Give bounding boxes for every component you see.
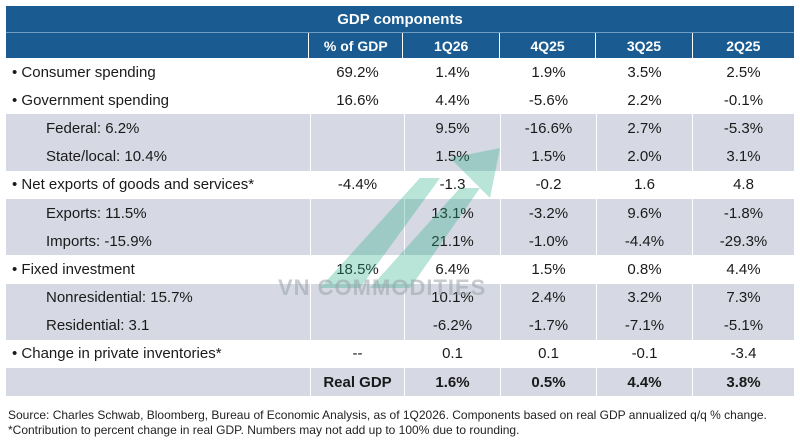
row-label: Residential: 3.1 bbox=[46, 317, 150, 335]
cell-4q25: 1.5% bbox=[500, 255, 596, 284]
gdp-components-table: GDP components % of GDP 1Q26 4Q25 3Q25 2… bbox=[6, 6, 794, 397]
cell-2q25: -3.4 bbox=[692, 339, 794, 369]
cell-1q26: 1.5% bbox=[404, 142, 500, 171]
total-4q25: 0.5% bbox=[500, 368, 596, 397]
row-label: Nonresidential: 15.7% bbox=[46, 289, 193, 307]
cell-share: 18.5% bbox=[310, 255, 404, 284]
cell-3q25: 2.0% bbox=[596, 142, 692, 171]
cell-3q25: 2.7% bbox=[596, 114, 692, 143]
total-empty-cell bbox=[6, 368, 310, 396]
header-share: % of GDP bbox=[308, 33, 402, 58]
total-row: Real GDP 1.6% 0.5% 4.4% 3.8% bbox=[6, 368, 794, 397]
cell-2q25: -1.8% bbox=[692, 198, 794, 228]
cell-2q25: -5.1% bbox=[692, 311, 794, 340]
cell-4q25: 1.9% bbox=[500, 58, 596, 87]
table-row: Exports: 11.5% 13.1% -3.2% 9.6% -1.8% bbox=[6, 198, 794, 228]
cell-2q25: 2.5% bbox=[692, 58, 794, 87]
cell-share bbox=[310, 114, 404, 143]
source-footnote: Source: Charles Schwab, Bloomberg, Burea… bbox=[8, 408, 767, 437]
table-row: • Net exports of goods and services* -4.… bbox=[6, 170, 794, 199]
cell-3q25: -0.1 bbox=[596, 339, 692, 369]
cell-share bbox=[310, 227, 404, 256]
header-label bbox=[6, 33, 308, 58]
cell-share bbox=[310, 198, 404, 228]
table-row: • Change in private inventories* -- 0.1 … bbox=[6, 339, 794, 369]
total-label: Real GDP bbox=[310, 368, 404, 397]
cell-share bbox=[310, 283, 404, 312]
header-2q25: 2Q25 bbox=[691, 33, 794, 58]
row-label: Federal: 6.2% bbox=[46, 119, 140, 137]
cell-4q25: -3.2% bbox=[500, 198, 596, 228]
total-3q25: 4.4% bbox=[596, 368, 692, 397]
cell-4q25: 1.5% bbox=[500, 142, 596, 171]
cell-3q25: 9.6% bbox=[596, 198, 692, 228]
row-label: • Change in private inventories* bbox=[12, 345, 222, 363]
cell-1q26: 6.4% bbox=[404, 255, 500, 284]
table-row: • Fixed investment 18.5% 6.4% 1.5% 0.8% … bbox=[6, 255, 794, 284]
table-row: Residential: 3.1 -6.2% -1.7% -7.1% -5.1% bbox=[6, 311, 794, 340]
table-row: • Consumer spending 69.2% 1.4% 1.9% 3.5%… bbox=[6, 58, 794, 87]
table-row: State/local: 10.4% 1.5% 1.5% 2.0% 3.1% bbox=[6, 142, 794, 171]
cell-share bbox=[310, 311, 404, 340]
cell-4q25: -5.6% bbox=[500, 86, 596, 115]
cell-4q25: -16.6% bbox=[500, 114, 596, 143]
cell-share: -- bbox=[310, 339, 404, 369]
table-title: GDP components bbox=[6, 6, 794, 32]
cell-2q25: 4.4% bbox=[692, 255, 794, 284]
cell-3q25: 3.5% bbox=[596, 58, 692, 87]
total-2q25: 3.8% bbox=[692, 368, 794, 397]
header-4q25: 4Q25 bbox=[498, 33, 595, 58]
row-label: • Consumer spending bbox=[12, 63, 156, 81]
cell-1q26: 4.4% bbox=[404, 86, 500, 115]
table-row: Nonresidential: 15.7% 10.1% 2.4% 3.2% 7.… bbox=[6, 283, 794, 312]
cell-2q25: 3.1% bbox=[692, 142, 794, 171]
row-label: Exports: 11.5% bbox=[46, 204, 147, 222]
row-label: Imports: -15.9% bbox=[46, 232, 152, 250]
cell-1q26: -6.2% bbox=[404, 311, 500, 340]
cell-4q25: -1.7% bbox=[500, 311, 596, 340]
cell-1q26: 13.1% bbox=[404, 198, 500, 228]
cell-1q26: 10.1% bbox=[404, 283, 500, 312]
table-row: Federal: 6.2% 9.5% -16.6% 2.7% -5.3% bbox=[6, 114, 794, 143]
cell-1q26: 1.4% bbox=[404, 58, 500, 87]
cell-2q25: 4.8 bbox=[692, 170, 794, 199]
cell-1q26: 9.5% bbox=[404, 114, 500, 143]
cell-1q26: -1.3 bbox=[404, 170, 500, 199]
cell-3q25: -4.4% bbox=[596, 227, 692, 256]
cell-share bbox=[310, 142, 404, 171]
cell-3q25: -7.1% bbox=[596, 311, 692, 340]
total-1q26: 1.6% bbox=[404, 368, 500, 397]
row-label: • Government spending bbox=[12, 91, 170, 109]
table-header: % of GDP 1Q26 4Q25 3Q25 2Q25 bbox=[6, 32, 794, 58]
cell-share: 69.2% bbox=[310, 58, 404, 87]
cell-3q25: 0.8% bbox=[596, 255, 692, 284]
cell-2q25: -5.3% bbox=[692, 114, 794, 143]
cell-3q25: 2.2% bbox=[596, 86, 692, 115]
table-row: Imports: -15.9% 21.1% -1.0% -4.4% -29.3% bbox=[6, 227, 794, 256]
row-label: • Net exports of goods and services* bbox=[12, 176, 255, 194]
cell-1q26: 21.1% bbox=[404, 227, 500, 256]
cell-share: -4.4% bbox=[310, 170, 404, 199]
cell-4q25: 2.4% bbox=[500, 283, 596, 312]
cell-share: 16.6% bbox=[310, 86, 404, 115]
cell-4q25: 0.1 bbox=[500, 339, 596, 369]
cell-2q25: -29.3% bbox=[692, 227, 794, 256]
table-row: • Government spending 16.6% 4.4% -5.6% 2… bbox=[6, 86, 794, 115]
cell-4q25: -0.2 bbox=[500, 170, 596, 199]
cell-1q26: 0.1 bbox=[404, 339, 500, 369]
header-3q25: 3Q25 bbox=[595, 33, 691, 58]
header-1q26: 1Q26 bbox=[402, 33, 498, 58]
cell-2q25: -0.1% bbox=[692, 86, 794, 115]
row-label: State/local: 10.4% bbox=[46, 148, 167, 166]
cell-4q25: -1.0% bbox=[500, 227, 596, 256]
row-label: • Fixed investment bbox=[12, 260, 135, 278]
cell-2q25: 7.3% bbox=[692, 283, 794, 312]
cell-3q25: 1.6 bbox=[596, 170, 692, 199]
cell-3q25: 3.2% bbox=[596, 283, 692, 312]
